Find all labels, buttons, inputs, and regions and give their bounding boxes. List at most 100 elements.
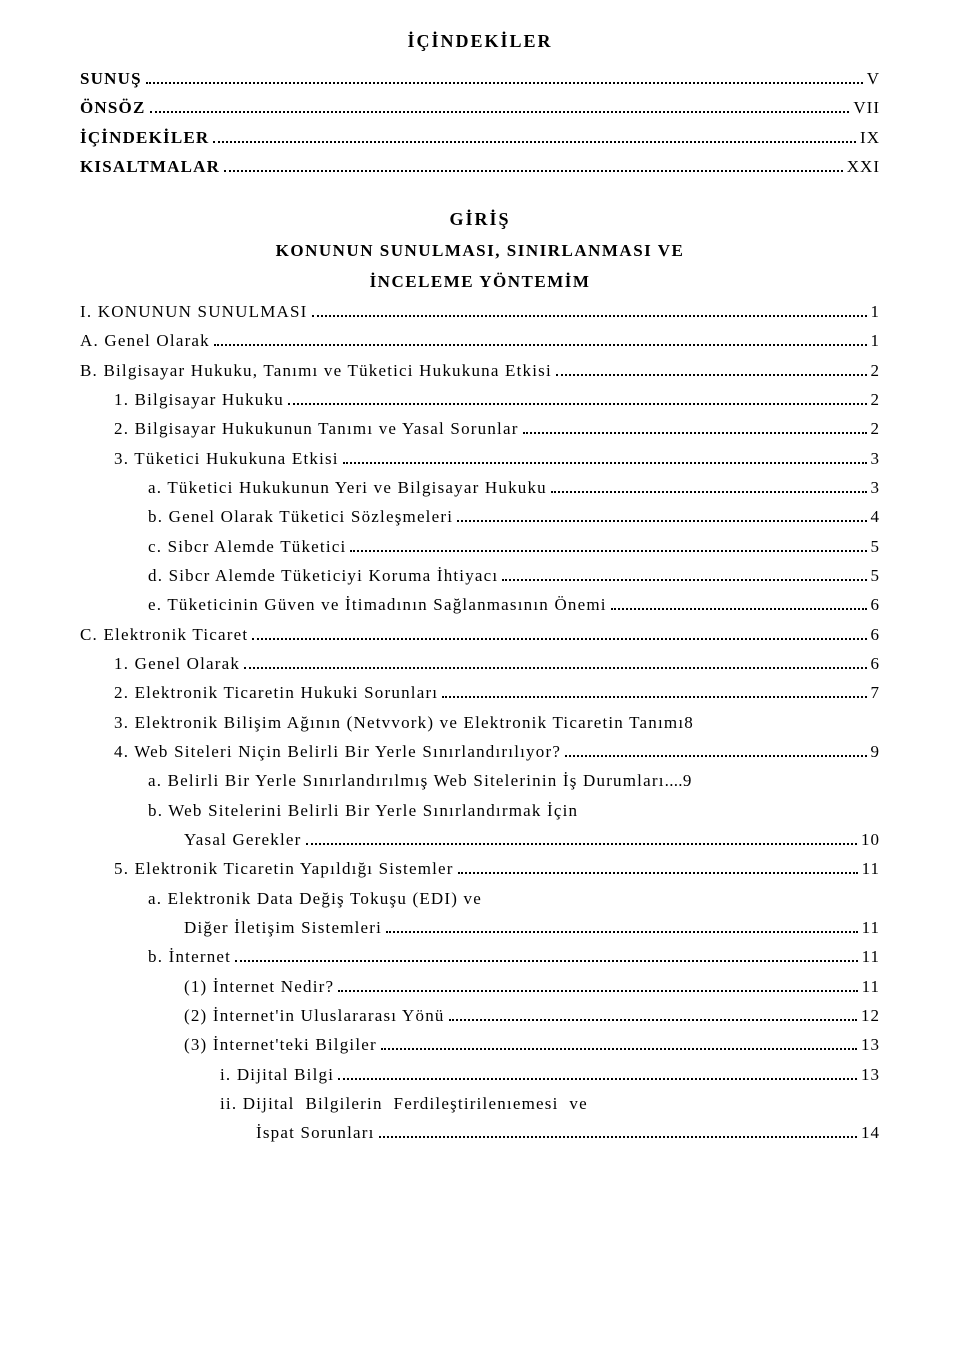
toc-row: 1. Bilgisayar Hukuku2 [80,387,880,413]
toc-label: 1. Genel Olarak [114,651,240,677]
toc-label: C. Elektronik Ticaret [80,622,248,648]
toc-dots [565,741,866,757]
toc-row: KISALTMALARXXI [80,154,880,180]
toc-dots [252,624,866,640]
toc-label: SUNUŞ [80,66,142,92]
toc-label: (2) İnternet'in Uluslararası Yönü [184,1003,445,1029]
toc-dots [551,477,867,493]
toc-dots [343,448,867,464]
toc-label: (3) İnternet'teki Bilgiler [184,1032,377,1058]
toc-page-number: V [867,66,880,92]
toc-row: B. Bilgisayar Hukuku, Tanımı ve Tüketici… [80,358,880,384]
toc-dots [288,389,867,405]
toc-page-number: XXI [847,154,880,180]
toc-page-number: 1 [871,299,881,325]
toc-page-number: 6 [871,622,881,648]
toc-label: Diğer İletişim Sistemleri [184,915,382,941]
toc-dots [312,301,867,317]
toc-label: a. Belirli Bir Yerle Sınırlandırılmış We… [148,768,665,794]
toc-dots-short: .... [665,768,683,794]
toc-page-number: 11 [862,974,880,1000]
toc-row: a. Elektronik Data Değiş Tokuşu (EDI) ve [80,886,880,912]
toc-row: (2) İnternet'in Uluslararası Yönü 12 [80,1003,880,1029]
toc-dots [224,156,843,172]
toc-page-number: 2 [871,358,881,384]
toc-page-number: 13 [861,1062,880,1088]
toc-row: 2. Bilgisayar Hukukunun Tanımı ve Yasal … [80,416,880,442]
toc-page-number: 6 [871,651,881,677]
toc-row: SUNUŞ V [80,66,880,92]
toc-label: c. Sibcr Alemde Tüketici [148,534,346,560]
toc-page-number: 2 [871,416,881,442]
toc-label: ii. Dijital Bilgilerin Ferdileştirilenıe… [220,1091,588,1117]
toc-label: 3. Tüketici Hukukuna Etkisi [114,446,339,472]
toc-page-number: 10 [861,827,880,853]
toc-page-number: 6 [871,592,881,618]
toc-label: 3. Elektronik Bilişim Ağının (Netvvork) … [114,710,684,736]
toc-row: c. Sibcr Alemde Tüketici5 [80,534,880,560]
toc-label: B. Bilgisayar Hukuku, Tanımı ve Tüketici… [80,358,552,384]
toc-dots [386,917,858,933]
toc-page-number: 8 [684,710,694,736]
toc-dots [457,507,866,523]
toc-label: I. KONUNUN SUNULMASI [80,299,308,325]
page-title: İÇİNDEKİLER [80,28,880,56]
toc-label: b. Genel Olarak Tüketici Sözleşmeleri [148,504,453,530]
toc-entries: I. KONUNUN SUNULMASI 1 A. Genel Olarak 1 B. … [80,299,880,1147]
toc-row: ÖNSÖZVII [80,95,880,121]
toc-page-number: 14 [861,1120,880,1146]
toc-page-number: 4 [871,504,881,530]
toc-row: (3) İnternet'teki Bilgiler13 [80,1032,880,1058]
toc-row: (1) İnternet Nedir? 11 [80,974,880,1000]
toc-page-number: 11 [862,915,880,941]
toc-page-number: 5 [871,563,881,589]
toc-dots [556,360,867,376]
toc-page-number: 3 [871,475,881,501]
toc-dots [502,565,866,581]
toc-row: ii. Dijital Bilgilerin Ferdileştirilenıe… [80,1091,880,1117]
toc-label: 1. Bilgisayar Hukuku [114,387,284,413]
toc-row: a. Tüketici Hukukunun Yeri ve Bilgisayar… [80,475,880,501]
toc-label: a. Tüketici Hukukunun Yeri ve Bilgisayar… [148,475,547,501]
toc-row: i. Dijital Bilgi 13 [80,1062,880,1088]
front-matter-list: SUNUŞ V ÖNSÖZVII İÇİNDEKİLER IX KISALTMALARXX… [80,66,880,180]
toc-row: I. KONUNUN SUNULMASI 1 [80,299,880,325]
toc-label: 2. Elektronik Ticaretin Hukuki Sorunları [114,680,438,706]
toc-row: 3. Tüketici Hukukuna Etkisi 3 [80,446,880,472]
toc-row: Diğer İletişim Sistemleri 11 [80,915,880,941]
toc-dots [338,976,857,992]
toc-dots [379,1123,857,1139]
section-subheading-2: İNCELEME YÖNTEMİM [80,269,880,295]
toc-label: i. Dijital Bilgi [220,1062,334,1088]
toc-label: (1) İnternet Nedir? [184,974,334,1000]
toc-label: 2. Bilgisayar Hukukunun Tanımı ve Yasal … [114,416,519,442]
toc-dots [214,331,867,347]
toc-label: A. Genel Olarak [80,328,210,354]
toc-row: 1. Genel Olarak 6 [80,651,880,677]
toc-page-number: 7 [871,680,881,706]
toc-row: A. Genel Olarak 1 [80,328,880,354]
toc-label: Yasal Gerekler [184,827,302,853]
section-heading-giris: GİRİŞ [80,206,880,234]
toc-row: 5. Elektronik Ticaretin Yapıldığı Sistem… [80,856,880,882]
toc-row: 4. Web Siteleri Niçin Belirli Bir Yerle … [80,739,880,765]
toc-row: C. Elektronik Ticaret 6 [80,622,880,648]
toc-page: İÇİNDEKİLER SUNUŞ V ÖNSÖZVII İÇİNDEKİLER IX K… [0,0,960,1190]
toc-row: d. Sibcr Alemde Tüketiciyi Koruma İhtiya… [80,563,880,589]
toc-page-number: IX [860,125,880,151]
toc-row: b. Genel Olarak Tüketici Sözleşmeleri 4 [80,504,880,530]
toc-dots [458,859,858,875]
toc-label: İÇİNDEKİLER [80,125,209,151]
toc-label: 4. Web Siteleri Niçin Belirli Bir Yerle … [114,739,561,765]
toc-dots [306,829,857,845]
toc-label: a. Elektronik Data Değiş Tokuşu (EDI) ve [148,886,482,912]
toc-page-number: 11 [862,856,880,882]
toc-page-number: 12 [861,1003,880,1029]
toc-page-number: 1 [871,328,881,354]
toc-page-number: 3 [871,446,881,472]
toc-dots [244,653,866,669]
toc-row: Yasal Gerekler 10 [80,827,880,853]
toc-row: a. Belirli Bir Yerle Sınırlandırılmış We… [80,768,880,794]
toc-row: 2. Elektronik Ticaretin Hukuki Sorunları… [80,680,880,706]
toc-dots [442,683,866,699]
